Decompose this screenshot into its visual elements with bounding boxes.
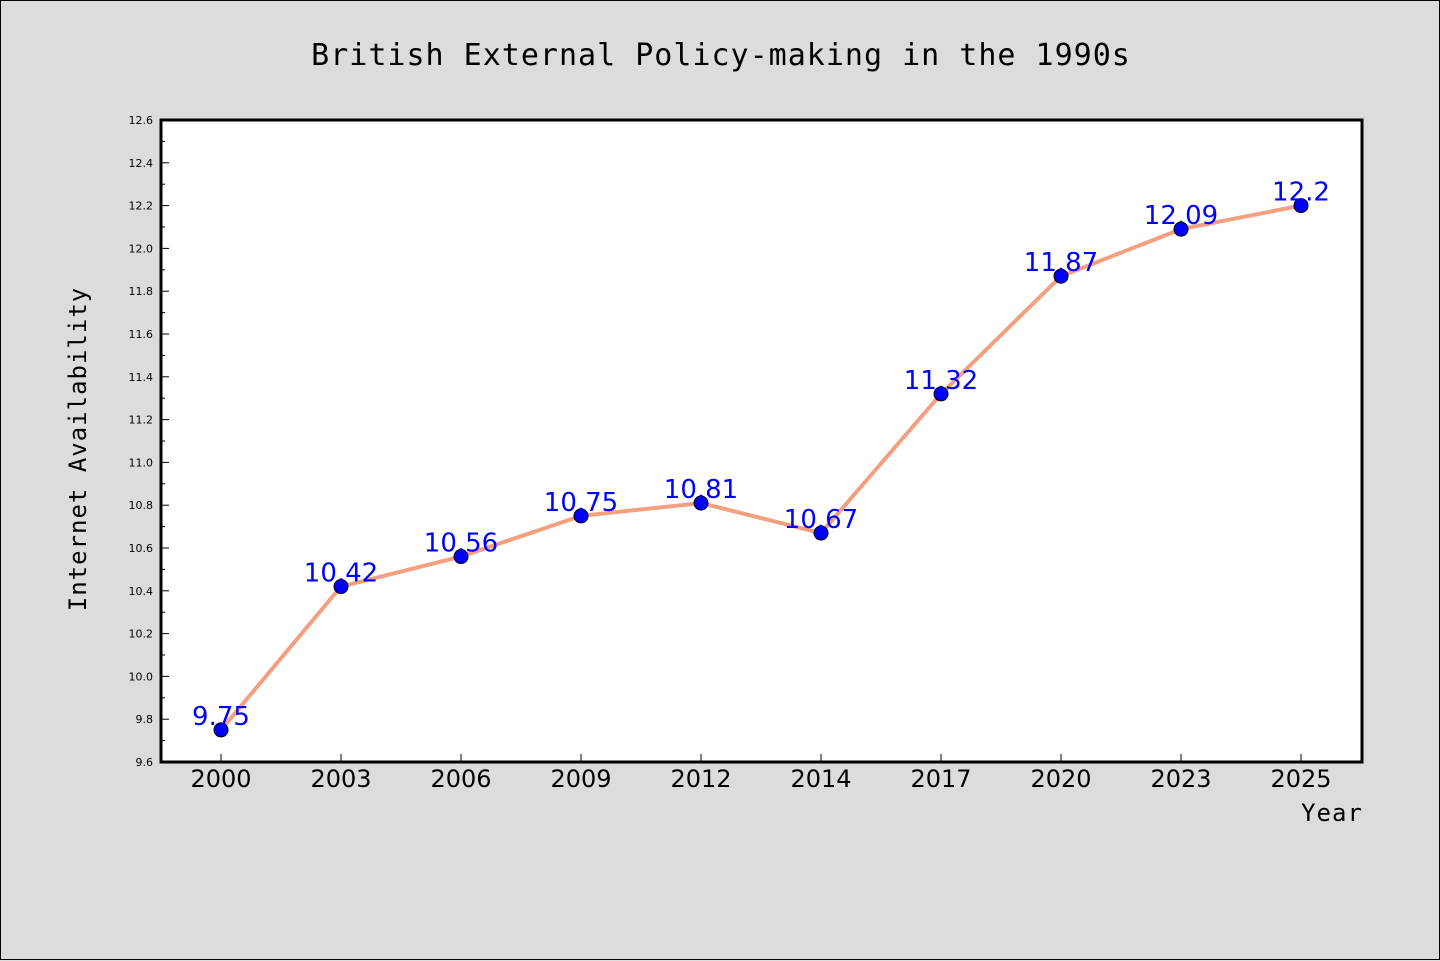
x-tick-label: 2023 bbox=[1150, 765, 1211, 793]
data-point bbox=[693, 495, 709, 511]
y-tick-label: 10.0 bbox=[129, 670, 154, 683]
x-tick-label: 2000 bbox=[190, 765, 251, 793]
y-axis: 9.6 9.8 10.0 10.2 10.4 10.6 10.8 11.0 11.2 11.4 11… bbox=[129, 114, 169, 769]
data-label: 11.87 bbox=[1024, 248, 1098, 278]
data-point bbox=[1053, 268, 1069, 284]
y-tick-label: 10.6 bbox=[129, 542, 154, 555]
data-label: 10.75 bbox=[544, 488, 618, 518]
x-tick-label: 2017 bbox=[910, 765, 971, 793]
y-tick-label: 11.8 bbox=[129, 285, 154, 298]
y-tick-label: 10.8 bbox=[129, 499, 154, 512]
data-point bbox=[813, 525, 829, 541]
x-axis: 2000 2003 2006 2009 2012 2014 2017 2020 2023 2025 bbox=[190, 754, 1332, 793]
x-tick-label: 2012 bbox=[670, 765, 731, 793]
data-label-group: 9.75 10.42 10.56 10.75 10.81 10.67 11.32 11.87 1… bbox=[192, 178, 1330, 732]
y-tick-label: 11.4 bbox=[129, 371, 154, 384]
y-tick-label: 12.2 bbox=[129, 200, 154, 213]
x-tick-label: 2006 bbox=[430, 765, 491, 793]
data-label: 12.2 bbox=[1272, 178, 1330, 208]
plot-area bbox=[159, 118, 1364, 764]
x-tick-label: 2020 bbox=[1030, 765, 1091, 793]
data-label: 10.42 bbox=[304, 559, 378, 589]
y-tick-label: 11.2 bbox=[129, 414, 154, 427]
y-axis-label: Internet Availability bbox=[64, 287, 92, 611]
data-point bbox=[333, 579, 349, 595]
y-tick-label: 11.0 bbox=[129, 456, 154, 469]
data-label: 10.56 bbox=[424, 529, 498, 559]
y-tick-label: 12.6 bbox=[129, 114, 154, 127]
y-tick-label: 11.6 bbox=[129, 328, 154, 341]
data-label: 11.32 bbox=[904, 366, 978, 396]
data-point bbox=[573, 508, 589, 524]
x-tick-label: 2014 bbox=[790, 765, 851, 793]
x-axis-label: Year bbox=[1301, 799, 1363, 827]
data-point bbox=[1173, 221, 1189, 237]
y-tick-label: 10.2 bbox=[129, 628, 154, 641]
data-point bbox=[453, 549, 469, 565]
y-tick-label: 12.4 bbox=[129, 157, 154, 170]
y-tick-label: 9.8 bbox=[136, 713, 154, 726]
x-tick-label: 2009 bbox=[550, 765, 611, 793]
y-tick-label: 10.4 bbox=[129, 585, 154, 598]
data-point bbox=[1293, 198, 1309, 214]
marker-group bbox=[213, 198, 1309, 738]
series-line bbox=[219, 203, 1303, 732]
chart-title: British External Policy-making in the 19… bbox=[311, 38, 1131, 73]
data-point bbox=[213, 722, 229, 738]
y-tick-label: 12.0 bbox=[129, 242, 154, 255]
data-label: 9.75 bbox=[192, 702, 250, 732]
series-line-group bbox=[219, 203, 1303, 732]
y-tick-label: 9.6 bbox=[136, 756, 154, 769]
data-label: 10.81 bbox=[664, 475, 738, 505]
data-point bbox=[933, 386, 949, 402]
data-label: 12.09 bbox=[1144, 201, 1218, 231]
x-tick-label: 2003 bbox=[310, 765, 371, 793]
data-label: 10.67 bbox=[784, 505, 858, 535]
x-tick-label: 2025 bbox=[1270, 765, 1331, 793]
